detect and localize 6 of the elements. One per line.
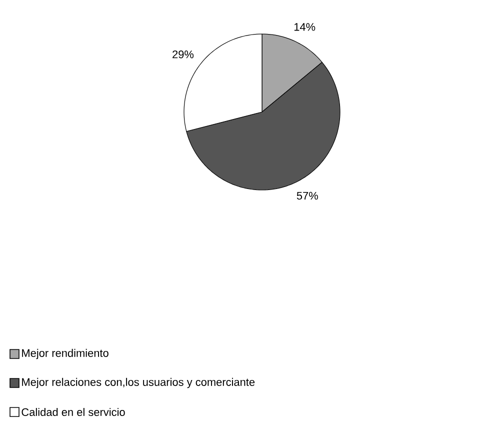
data-label: 57% [296,192,318,200]
legend-label: Calidad en el servicio [22,408,125,416]
data-label: 29% [172,50,194,58]
data-label: 14% [294,23,316,31]
legend-label: Mejor rendimiento [22,348,108,360]
legend-label: Mejor relaciones con,los usuarios y comerciante [22,378,255,388]
